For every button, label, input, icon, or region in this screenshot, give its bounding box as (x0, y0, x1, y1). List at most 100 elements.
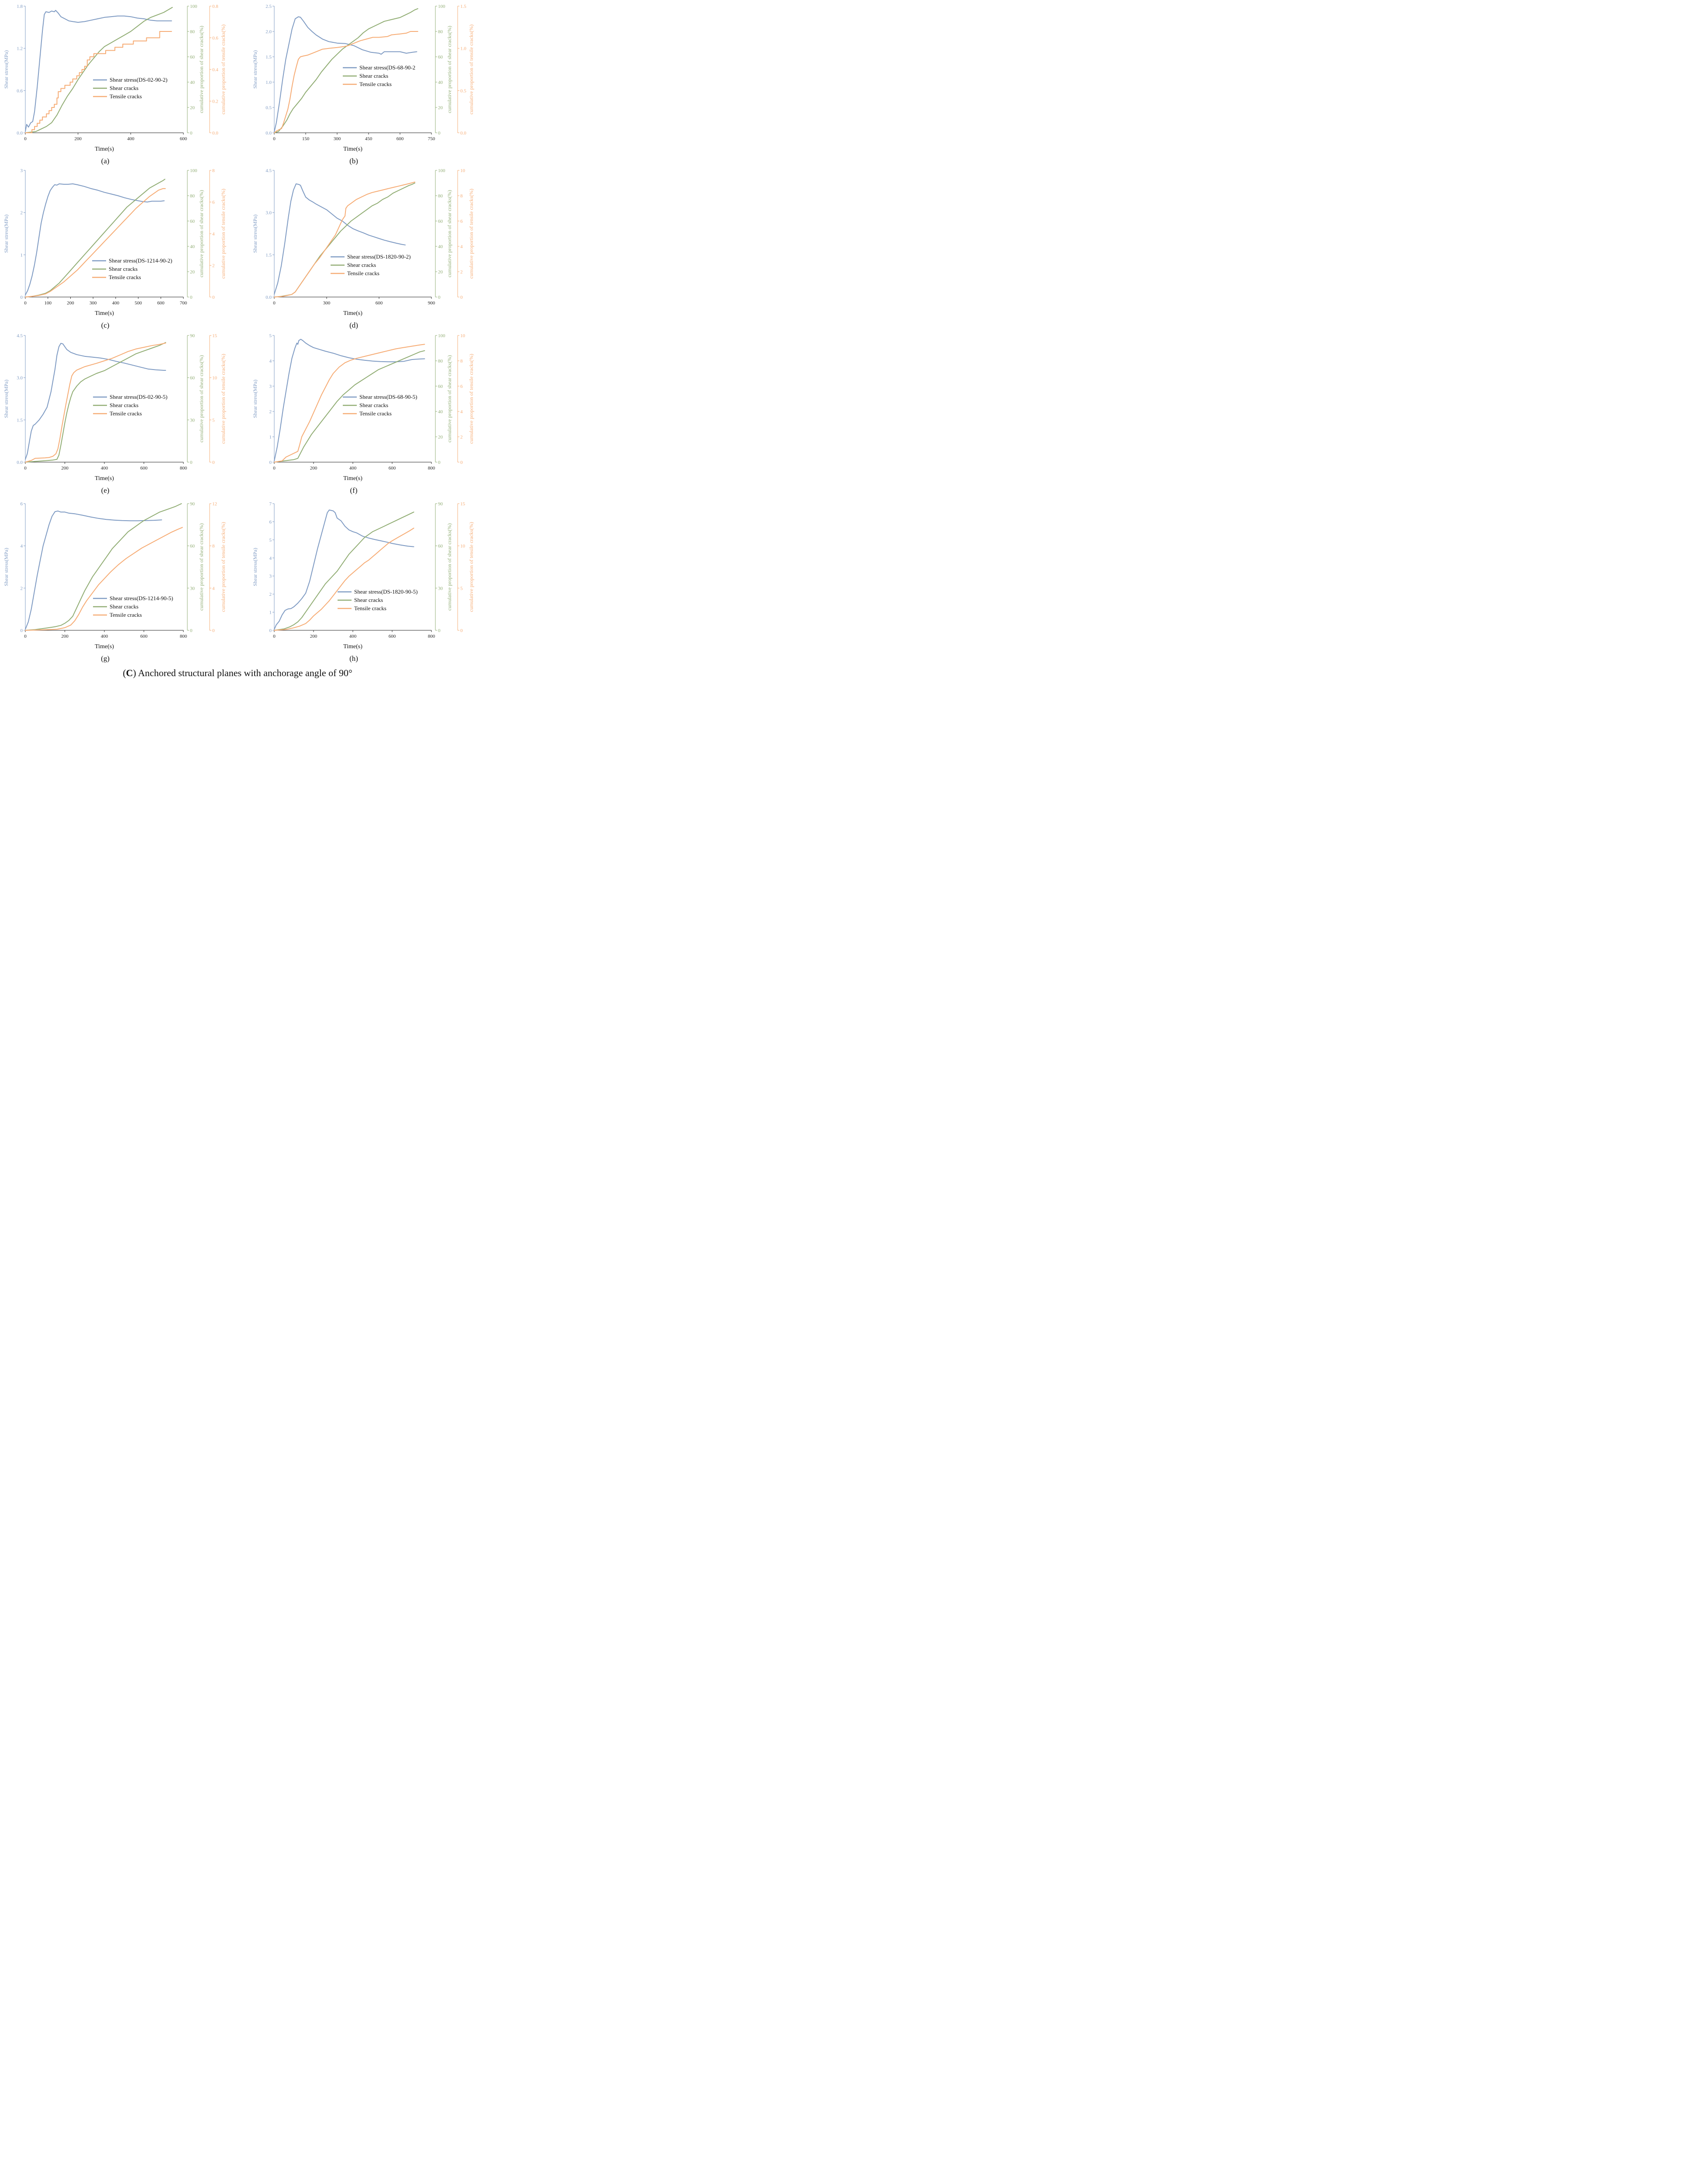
y-tick-label-r2: 0.5 (460, 88, 466, 93)
y-tick-label-r1: 30 (190, 586, 195, 591)
y-tick-label-left: 0 (21, 295, 23, 300)
legend-label: Shear stress(DS-1214-90-2) (109, 257, 172, 264)
y-tick-label-r2: 0.6 (212, 36, 218, 41)
y-tick-label-r2: 12 (212, 501, 217, 507)
y-tick-label-left: 2 (21, 586, 23, 591)
x-tick-label: 750 (428, 136, 435, 142)
x-tick-label: 600 (140, 634, 148, 639)
tensile-cracks-line (274, 344, 425, 463)
y-axis-label-r2: cumulative proportion of tensile cracks(… (468, 354, 474, 444)
y-tick-label-r2: 6 (460, 219, 463, 224)
y-tick-label-r1: 60 (190, 219, 195, 224)
caption-letter: C (126, 667, 133, 678)
y-tick-label-r1: 0 (190, 628, 193, 633)
shear-cracks-line (25, 342, 166, 463)
x-tick-label: 400 (349, 466, 357, 471)
y-axis-label-r2: cumulative proportion of tensile cracks(… (468, 522, 474, 612)
caption-text: Anchored structural planes with anchorag… (136, 667, 352, 678)
y-tick-label-left: 1.5 (266, 55, 272, 60)
x-tick-label: 600 (389, 634, 396, 639)
y-tick-label-left: 5 (269, 538, 272, 543)
x-tick-label: 800 (428, 634, 435, 639)
x-tick-label: 0 (273, 136, 276, 142)
y-tick-label-r2: 10 (460, 544, 466, 549)
legend: Shear stress(DS-68-90-5) Shear cracks Tens… (343, 394, 417, 417)
y-tick-label-r2: 0 (460, 295, 463, 300)
y-tick-label-left: 2.5 (266, 4, 272, 9)
y-tick-label-left: 1 (21, 252, 23, 258)
y-tick-label-r1: 80 (190, 29, 195, 35)
legend: Shear stress(DS-02-90-2) Shear cracks Tens… (93, 76, 168, 100)
x-tick-label: 300 (334, 136, 341, 142)
y-axis-label-r1: cumulative proportion of shear cracks(%) (446, 26, 452, 113)
panel-label: (e) (101, 486, 110, 494)
panel-label: (f) (350, 486, 358, 494)
x-tick-label: 800 (180, 634, 187, 639)
y-tick-label-left: 2 (269, 592, 272, 597)
x-tick-label: 600 (180, 136, 187, 142)
tensile-cracks-line (25, 31, 172, 133)
y-axis-label-r2: cumulative proportion of tensile cracks(… (220, 522, 226, 612)
x-axis-label: Time(s) (95, 146, 114, 152)
y-tick-label-r2: 0 (460, 460, 463, 465)
y-tick-label-left: 3.0 (17, 376, 23, 381)
y-tick-label-r2: 0 (212, 295, 215, 300)
chart-panel-b: 0 150 300 450 600 750Time(s)(b)0.00.51.01.52.… (252, 4, 474, 165)
figure-caption: (C) Anchored structural planes with anch… (123, 667, 352, 678)
y-tick-label-r1: 40 (190, 80, 195, 85)
legend-label: Shear cracks (109, 266, 138, 272)
panel-label: (b) (349, 157, 358, 165)
y-tick-label-left: 4 (21, 544, 23, 549)
y-tick-label-r1: 0 (190, 460, 193, 465)
x-axis-label: Time(s) (95, 310, 114, 317)
legend-label: Tensile cracks (359, 81, 392, 87)
stress-line (274, 339, 425, 462)
y-tick-label-left: 0 (269, 628, 272, 633)
stress-line (274, 183, 406, 295)
y-tick-label-left: 1.5 (266, 252, 272, 258)
y-tick-label-left: 0.6 (17, 88, 23, 93)
y-tick-label-r1: 0 (190, 131, 193, 136)
y-axis-label-left: Shear stress(MPa) (3, 548, 9, 586)
tensile-cracks-line (25, 527, 183, 631)
y-tick-label-r2: 4 (212, 232, 215, 237)
stress-line (25, 510, 162, 630)
legend-label: Shear stress(DS-02-90-5) (110, 394, 168, 400)
legend-label: Shear cracks (354, 597, 383, 603)
x-tick-label: 400 (101, 466, 108, 471)
panel-label: (g) (101, 654, 110, 663)
x-axis-label: Time(s) (95, 643, 114, 650)
y-tick-label-left: 1.8 (17, 4, 23, 9)
y-axis-label-r1: cumulative proportion of shear cracks(%) (446, 355, 452, 442)
legend-label: Tensile cracks (110, 410, 142, 417)
y-tick-label-r1: 60 (190, 376, 195, 381)
y-axis-label-r1: cumulative proportion of shear cracks(%) (446, 190, 452, 277)
legend-label: Tensile cracks (109, 274, 141, 280)
y-tick-label-r2: 0 (212, 460, 215, 465)
y-tick-label-r1: 60 (190, 55, 195, 60)
chart-panel-e: 0 200 400 600 800Time(s)(e)0.01.53.04.5Shear… (3, 333, 226, 494)
y-tick-label-r1: 80 (438, 359, 443, 364)
x-tick-label: 300 (323, 301, 331, 306)
x-tick-label: 400 (112, 301, 120, 306)
legend-label: Shear cracks (110, 85, 138, 91)
y-tick-label-r2: 1.5 (460, 4, 466, 9)
y-tick-label-left: 0.0 (266, 131, 272, 136)
y-axis-label-left: Shear stress(MPa) (252, 50, 258, 89)
figure-page: 0 200 400 600 Time(s) (a) 0.0 0.6 1.2 1.8 Shear st… (0, 0, 475, 684)
y-tick-label-left: 0.0 (17, 131, 23, 136)
x-tick-label: 200 (61, 634, 69, 639)
y-axis-label-left: Shear stress(MPa) (252, 548, 258, 586)
x-tick-label: 900 (428, 301, 435, 306)
y-tick-label-r2: 8 (460, 194, 463, 199)
y-tick-label-r2: 2 (212, 263, 215, 269)
y-tick-label-r2: 8 (212, 168, 215, 173)
shear-cracks-line (274, 8, 418, 133)
legend: Shear stress(DS-68-90-2 Shear cracks Tensi… (343, 64, 415, 87)
stress-line (25, 10, 172, 132)
y-tick-label-r2: 0 (212, 628, 215, 633)
y-tick-label-r1: 40 (438, 409, 443, 415)
